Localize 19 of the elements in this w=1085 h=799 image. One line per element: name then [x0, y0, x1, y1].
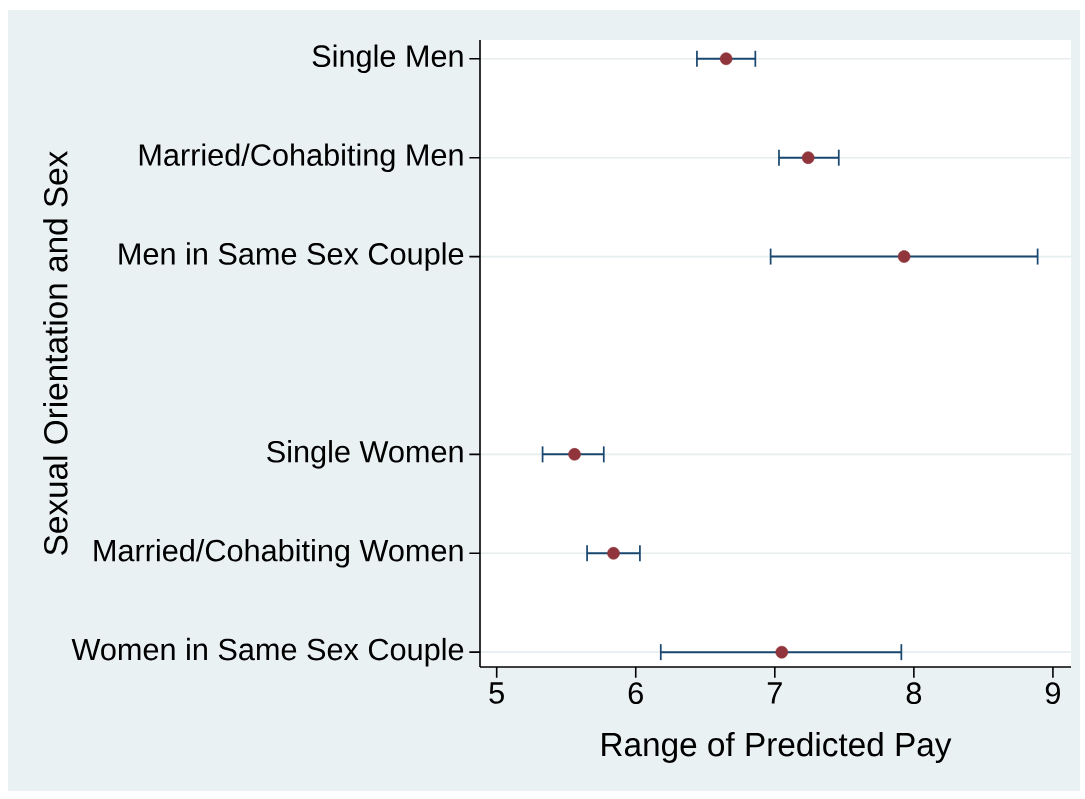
y-tick-label: Single Men — [312, 44, 463, 74]
point — [607, 546, 620, 560]
x-tick-label: 6 — [628, 682, 643, 705]
x-tick-label: 5 — [489, 682, 504, 704]
x-axis-title: Range of Predicted Pay — [602, 731, 952, 763]
point — [568, 448, 581, 461]
y-tick-label: Women in Same Sex Couple — [71, 637, 464, 667]
point — [719, 52, 733, 66]
y-tick-label: Single Women — [267, 440, 463, 469]
y-tick-label: Men in Same Sex Couple — [119, 242, 464, 271]
x-tick-label: 9 — [1045, 682, 1060, 705]
y-tick-label: Married/Cohabiting Men — [139, 143, 463, 172]
point — [897, 250, 911, 263]
x-tick-label: 8 — [906, 682, 922, 705]
point — [775, 645, 789, 659]
point — [801, 151, 815, 164]
y-tick-label: Married/Cohabiting Women — [94, 538, 463, 568]
y-axis-title: Sexual Orientation and Sex — [43, 151, 68, 555]
x-tick-label: 7 — [767, 682, 782, 704]
